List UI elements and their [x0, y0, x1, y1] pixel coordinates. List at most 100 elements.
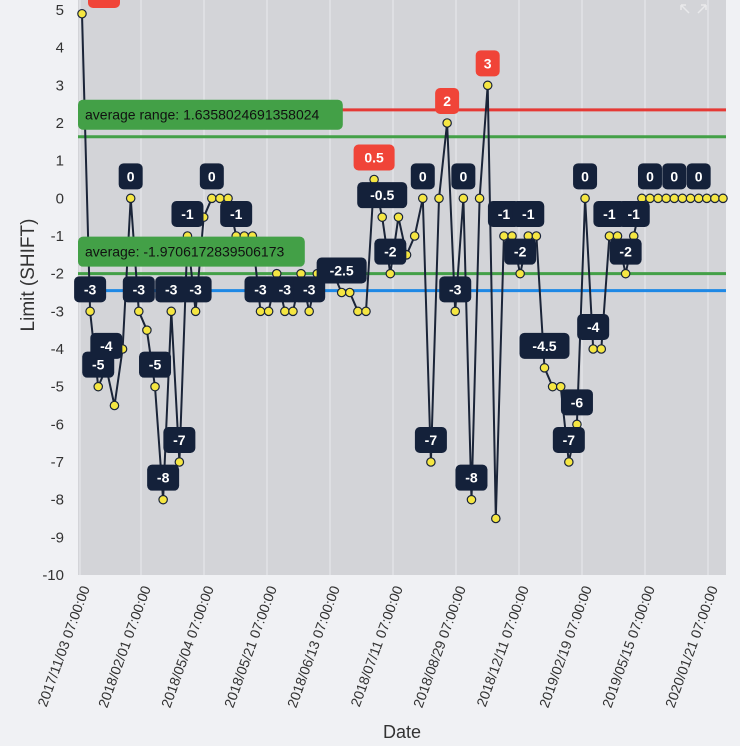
point-label-text: 0 — [127, 168, 135, 184]
point-label-box — [147, 464, 180, 491]
point-label: -2 — [504, 238, 537, 265]
data-point — [588, 344, 598, 354]
point-label-text: 0 — [419, 168, 427, 184]
data-point — [133, 306, 144, 317]
data-point — [555, 381, 566, 392]
point-label-text: 0 — [208, 168, 216, 184]
point-label-box — [573, 163, 598, 190]
data-point — [645, 193, 655, 204]
data-points — [77, 8, 728, 524]
point-label: 0 — [686, 163, 711, 190]
data-point — [547, 381, 558, 392]
x-tick-label: 2018/05/21 07:00:00 — [221, 583, 280, 709]
data-point — [385, 268, 396, 279]
point-label-box — [552, 427, 585, 453]
data-point — [166, 306, 177, 317]
data-point — [142, 325, 152, 335]
data-point — [515, 268, 525, 279]
point-label-text: -0.5 — [370, 187, 394, 203]
point-label-box — [179, 276, 212, 303]
data-point — [207, 193, 217, 204]
y-tick-label: 1 — [56, 153, 64, 170]
data-point — [150, 381, 160, 392]
x-tick-label: 2018/07/11 07:00:00 — [347, 583, 406, 708]
point-label-text: -4.5 — [532, 338, 556, 354]
point-label-text: -3 — [303, 281, 316, 297]
point-label-box — [439, 276, 472, 303]
x-tick-label: 2018/02/01 07:00:00 — [95, 583, 154, 709]
reference-label: average: -1.9706172839506173 — [78, 236, 305, 267]
point-label-box — [199, 163, 224, 190]
data-point — [596, 344, 607, 354]
reference-label-box — [78, 236, 305, 267]
data-point — [85, 306, 95, 317]
point-label-box — [451, 163, 476, 190]
data-point — [255, 306, 266, 317]
point-label-text: -3 — [165, 281, 178, 297]
data-point — [458, 193, 469, 204]
data-point — [109, 400, 120, 411]
data-point — [466, 494, 477, 505]
point-label-box — [455, 464, 488, 491]
y-tick-label: -7 — [51, 454, 64, 471]
point-label-text: -3 — [449, 281, 462, 297]
data-point — [531, 231, 542, 241]
point-label-box — [90, 332, 123, 359]
y-axis-ticks: 5 4 3 2 1 0 -1 -2 -3 -4 -5 -6 -7 -8 -9 -10 — [42, 2, 64, 584]
point-label-box — [244, 276, 277, 303]
point-label-text: -1 — [230, 206, 243, 222]
point-label-text: 0 — [459, 168, 467, 184]
point-label-box — [617, 201, 650, 227]
data-point — [93, 381, 104, 392]
y-tick-label: 4 — [56, 40, 64, 57]
point-label: 0 — [637, 163, 662, 190]
data-point — [353, 306, 363, 317]
data-point — [564, 457, 574, 467]
point-label: -3 — [439, 276, 472, 303]
point-label-box — [118, 163, 143, 190]
point-label: 0 — [662, 163, 687, 190]
point-label-text: -2 — [384, 244, 397, 260]
point-label: -8 — [147, 464, 180, 491]
point-label: 0 — [199, 163, 224, 190]
point-label-box — [122, 276, 155, 303]
point-label: -3 — [74, 276, 107, 303]
expand-icon[interactable] — [680, 4, 707, 14]
data-point — [77, 8, 87, 19]
point-label-box — [74, 276, 107, 303]
point-label-box — [609, 238, 642, 265]
point-label: 3 — [475, 50, 500, 77]
data-point — [125, 193, 136, 204]
point-label-box — [220, 201, 253, 227]
point-label-box — [268, 276, 301, 303]
data-point — [604, 231, 615, 241]
data-point — [393, 212, 404, 222]
data-point — [718, 193, 728, 204]
point-label-box — [512, 201, 545, 227]
data-point — [669, 193, 680, 204]
data-point — [263, 306, 274, 317]
point-label-box — [519, 332, 570, 359]
point-label-text: -7 — [563, 432, 576, 448]
point-label-text: -3 — [254, 281, 267, 297]
data-point — [288, 306, 298, 317]
point-label: -3 — [122, 276, 155, 303]
point-label: -3 — [268, 276, 301, 303]
data-point — [442, 118, 452, 128]
data-point — [661, 193, 672, 204]
y-tick-label: -3 — [51, 303, 64, 320]
data-point — [304, 306, 314, 317]
reference-label-text: average: -1.9706172839506173 — [85, 244, 285, 260]
reference-label-box — [78, 99, 343, 130]
point-label: 2 — [435, 88, 460, 114]
point-label: -1 — [593, 201, 626, 227]
point-label-text: 2 — [443, 93, 451, 109]
point-label-text: -3 — [84, 281, 97, 297]
point-label-box — [357, 182, 408, 209]
point-label-text: -7 — [425, 432, 438, 448]
point-label-text: -1 — [522, 206, 535, 222]
point-label-text: -1 — [498, 206, 511, 222]
point-label-text: -4 — [100, 338, 113, 354]
data-point — [685, 193, 696, 204]
